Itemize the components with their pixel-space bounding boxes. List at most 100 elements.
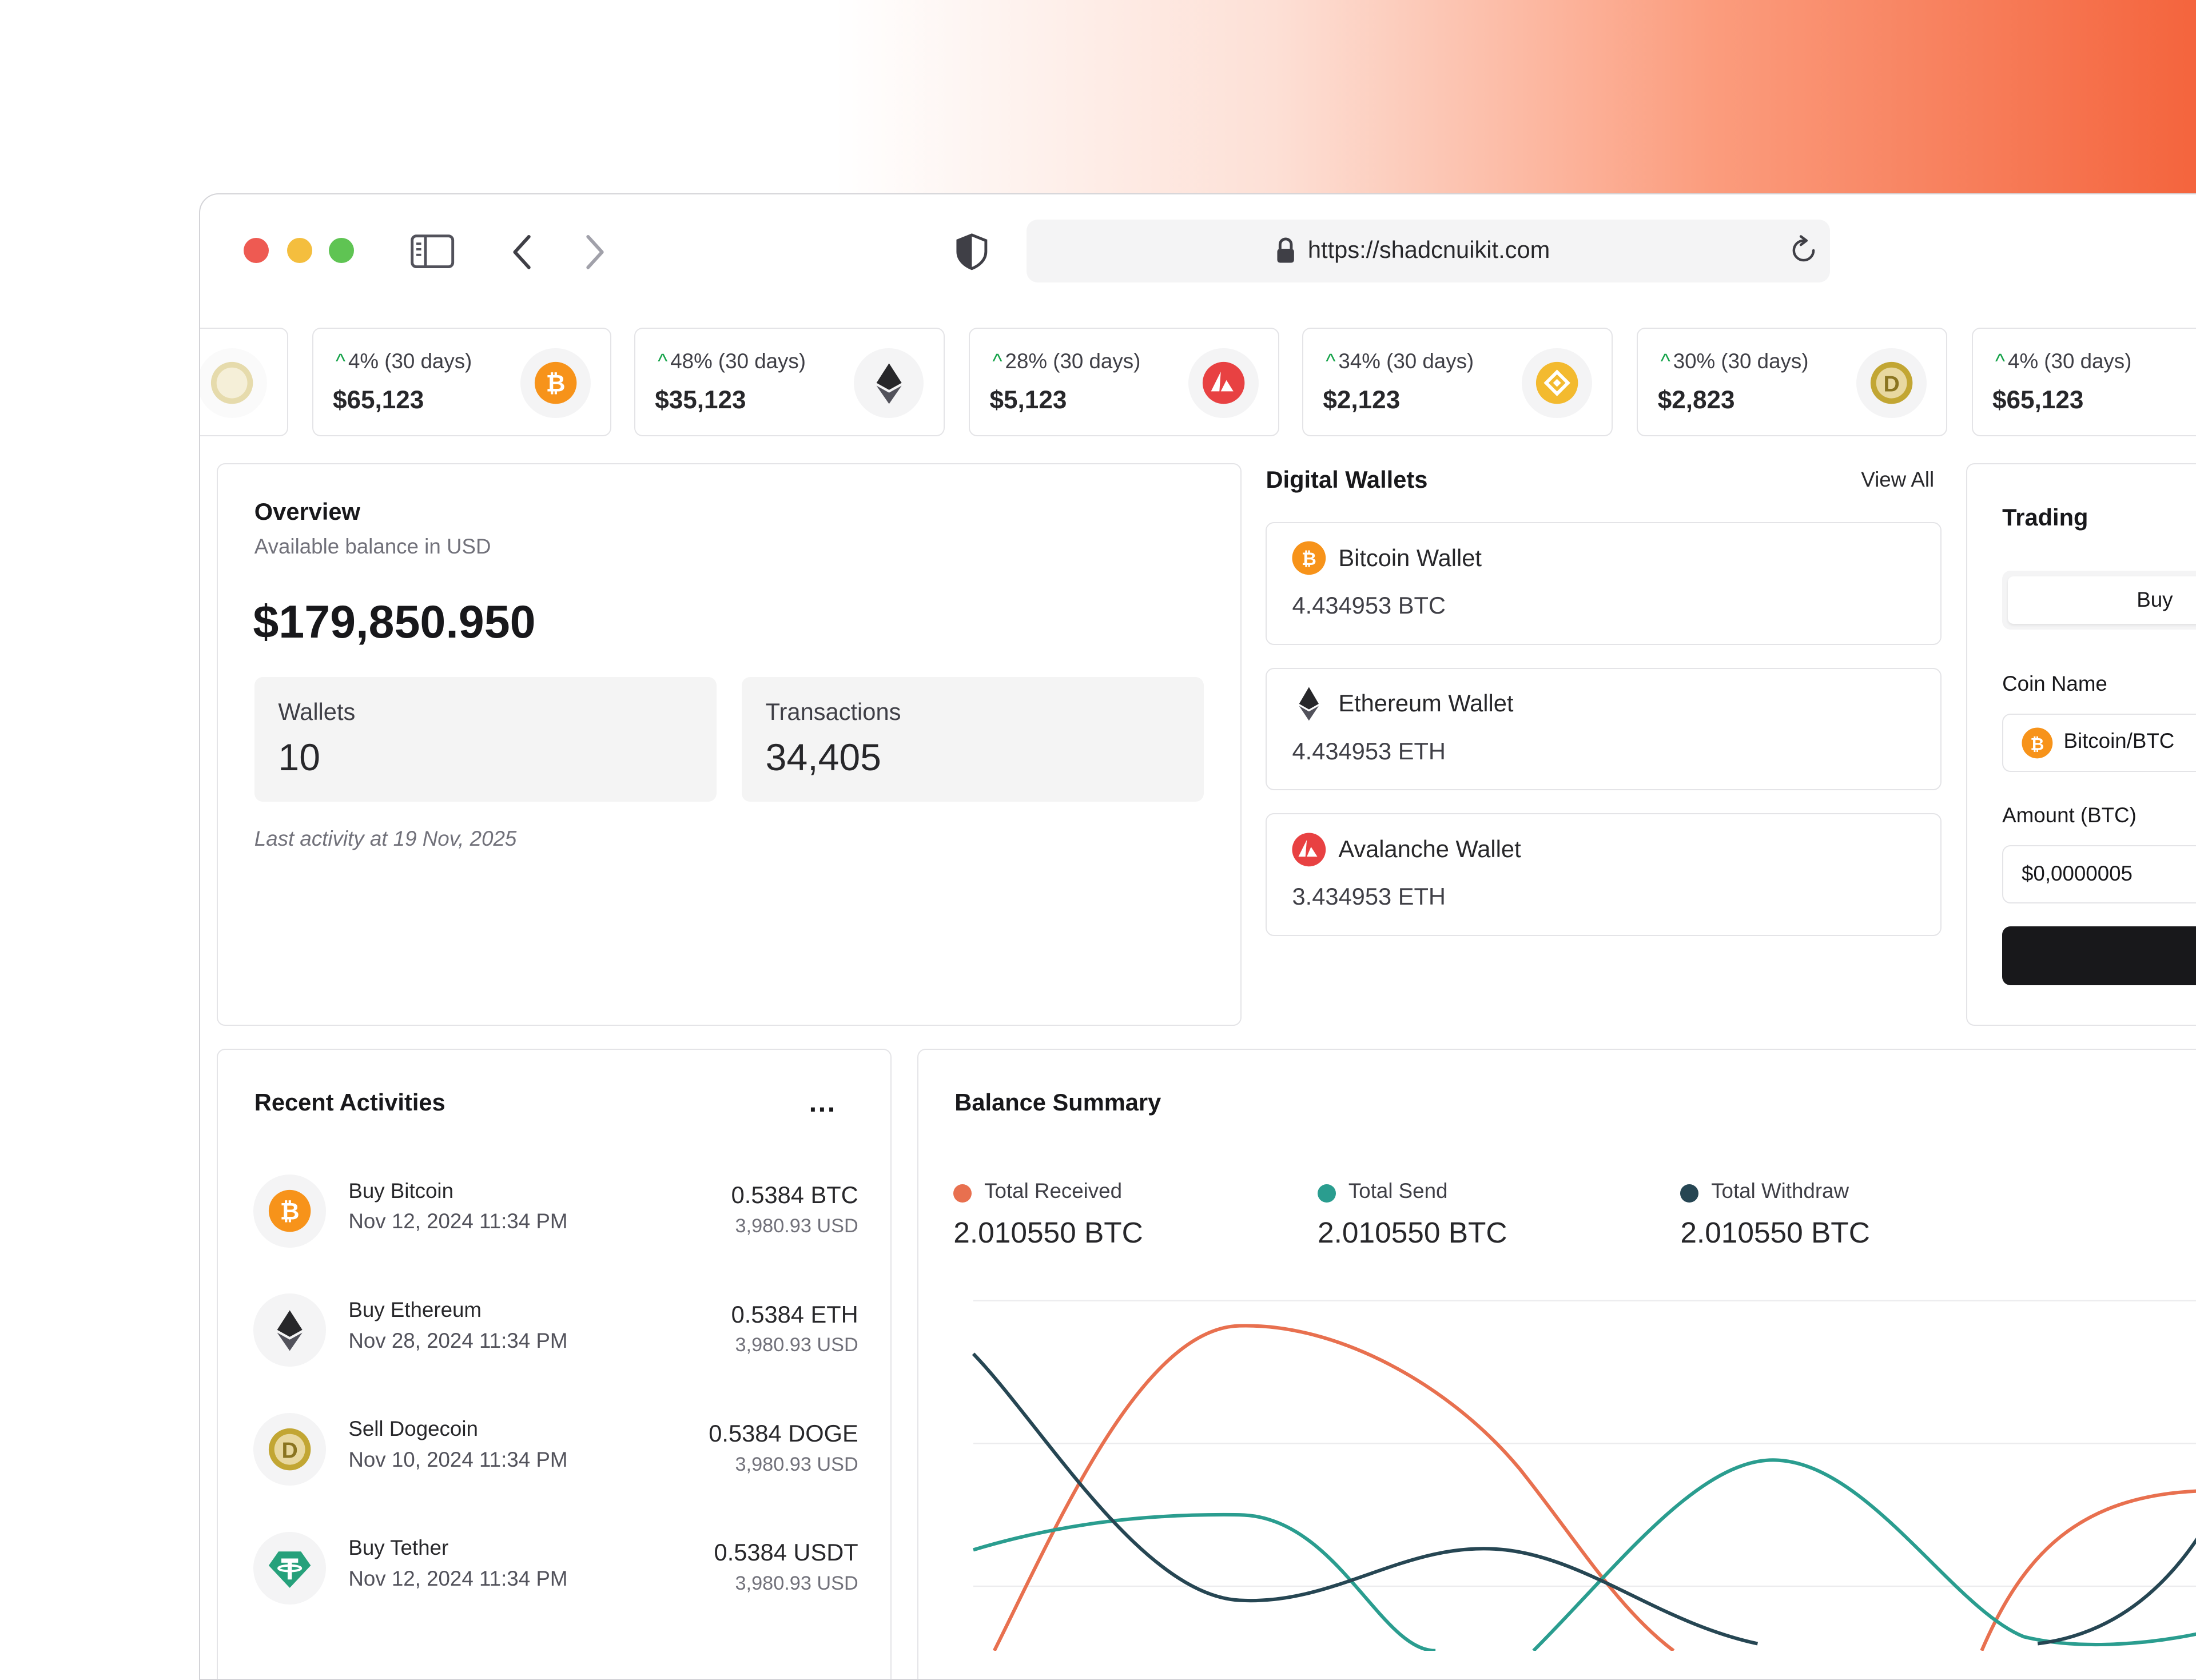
more-options-button[interactable]: ...: [809, 1086, 837, 1118]
tab-buy[interactable]: Buy: [2007, 576, 2196, 624]
activity-row[interactable]: Buy Tether Nov 12, 2024 11:34 PM 0.5384 …: [253, 1527, 858, 1611]
maximize-window-button[interactable]: [329, 237, 355, 263]
legend-name: Total Withdraw: [1711, 1179, 1849, 1203]
ticker-card-dogecoin[interactable]: ^ 30% (30 days) $2,823 D: [1637, 327, 1948, 436]
activity-amount: 0.5384 DOGE: [709, 1419, 858, 1447]
tab-buy-label: Buy: [2137, 587, 2173, 611]
close-window-button[interactable]: [243, 237, 269, 263]
bnb-icon: [1535, 362, 1578, 404]
amount-value: $0,0000005: [2021, 862, 2133, 886]
ticker-change: ^ 4% (30 days): [1995, 349, 2132, 373]
coin-icon-container: ₿: [520, 348, 591, 419]
wallet-card-bitcoin[interactable]: ₿ Bitcoin Wallet 4.434953 BTC: [1266, 522, 1942, 645]
ethereum-icon: [277, 1310, 303, 1351]
coin-icon-container: [1188, 348, 1259, 419]
tether-icon: [268, 1551, 311, 1588]
ticker-card-ethereum[interactable]: ^ 48% (30 days) $35,123: [634, 327, 945, 436]
legend-dot: [953, 1184, 972, 1203]
ticker-change: ^ 34% (30 days): [1326, 349, 1474, 373]
url-text: https://shadcnuikit.com: [1307, 236, 1550, 264]
ticker-change: ^ 28% (30 days): [992, 349, 1141, 373]
activity-icon-container: ₿: [253, 1175, 327, 1248]
back-chevron-icon[interactable]: [511, 234, 536, 270]
wallet-card-avalanche[interactable]: Avalanche Wallet 3.434953 ETH: [1266, 813, 1942, 937]
ticker-card-partial[interactable]: [200, 327, 288, 436]
series-line-total-received: [992, 1324, 2196, 1651]
activity-title: Sell Dogecoin: [348, 1416, 478, 1440]
ticker-card-bitcoin[interactable]: ^ 4% (30 days) $65,123 ₿: [312, 327, 611, 436]
view-all-link[interactable]: View All: [1861, 467, 1935, 491]
recent-activities-card: Recent Activities ...: [217, 1048, 892, 1679]
coin-icon-container: [1522, 348, 1592, 419]
ethereum-icon: [876, 363, 902, 404]
activity-row[interactable]: D Sell Dogecoin Nov 10, 2024 11:34 PM 0.…: [253, 1408, 858, 1492]
activity-row[interactable]: Buy Ethereum Nov 28, 2024 11:34 PM 0.538…: [253, 1289, 858, 1374]
svg-text:D: D: [1884, 372, 1900, 397]
minimize-window-button[interactable]: [287, 237, 312, 263]
activity-icon-container: [253, 1531, 327, 1605]
ticker-card-avalanche[interactable]: ^ 28% (30 days) $5,123: [969, 327, 1280, 436]
bitcoin-icon: ₿: [2021, 727, 2052, 758]
wallet-amount: 3.434953 ETH: [1292, 883, 1446, 910]
shield-icon[interactable]: [955, 232, 989, 272]
trading-title: Trading: [2002, 503, 2088, 531]
activity-usd: 3,980.93 USD: [735, 1215, 858, 1237]
coin-name-select[interactable]: ₿ Bitcoin/BTC: [2002, 714, 2196, 773]
amount-input[interactable]: $0,0000005: [2002, 845, 2196, 904]
balance-summary-chart: [972, 1300, 2196, 1651]
activity-row[interactable]: ₿ Buy Bitcoin Nov 12, 2024 11:34 PM 0.53…: [253, 1171, 858, 1255]
activity-date: Nov 10, 2024 11:34 PM: [348, 1447, 568, 1471]
overview-subtitle: Available balance in USD: [254, 534, 491, 558]
series-line-total-send: [972, 1458, 2196, 1651]
ticker-card-bnb[interactable]: ^ 34% (30 days) $2,123: [1302, 327, 1613, 436]
wallet-name: Bitcoin Wallet: [1338, 544, 1482, 571]
balance-summary-title: Balance Summary: [954, 1089, 1161, 1116]
ethereum-icon: [1299, 687, 1319, 721]
forward-chevron-icon[interactable]: [581, 234, 606, 270]
ticker-price: $2,123: [1323, 386, 1401, 414]
wallet-card-ethereum[interactable]: Ethereum Wallet 4.434953 ETH: [1266, 667, 1942, 791]
last-activity-text: Last activity at 19 Nov, 2025: [254, 827, 517, 851]
bitcoin-icon: ₿: [268, 1190, 311, 1232]
activity-date: Nov 28, 2024 11:34 PM: [348, 1328, 568, 1352]
activity-amount: 0.5384 ETH: [731, 1300, 858, 1328]
digital-wallets-title: Digital Wallets: [1266, 466, 1428, 493]
activity-title: Buy Ethereum: [348, 1297, 482, 1321]
recent-activities-title: Recent Activities: [254, 1089, 445, 1116]
svg-text:₿: ₿: [280, 1198, 299, 1225]
legend-value: 2.010550 BTC: [1318, 1216, 1507, 1249]
dogecoin-icon: D: [1870, 362, 1913, 404]
reload-icon[interactable]: [1788, 235, 1819, 266]
activity-title: Buy Bitcoin: [348, 1179, 454, 1203]
transactions-label: Transactions: [765, 698, 901, 726]
wallets-value: 10: [278, 737, 320, 779]
trading-tabs: Buy: [2002, 571, 2196, 630]
wallets-label: Wallets: [278, 698, 356, 726]
trade-submit-button[interactable]: [2002, 926, 2196, 986]
activity-icon-container: [253, 1293, 327, 1367]
ticker-price: $2,823: [1657, 386, 1735, 414]
legend-dot: [1318, 1184, 1336, 1203]
overview-card: Overview Available balance in USD $179,8…: [217, 463, 1242, 1026]
ticker-price: $65,123: [1992, 386, 2084, 414]
ticker-price: $5,123: [989, 386, 1067, 414]
wallet-amount: 4.434953 BTC: [1292, 592, 1446, 619]
coin-icon-container: [853, 348, 924, 419]
wallet-name: Ethereum Wallet: [1338, 690, 1514, 717]
address-bar[interactable]: https://shadcnuikit.com: [1026, 220, 1831, 283]
ticker-price: $35,123: [655, 386, 746, 414]
overview-title: Overview: [254, 497, 360, 525]
activity-amount: 0.5384 BTC: [731, 1181, 858, 1209]
avalanche-icon: [1292, 833, 1326, 867]
activity-amount: 0.5384 USDT: [714, 1538, 858, 1566]
legend-value: 2.010550 BTC: [1680, 1216, 1870, 1249]
ticker-card-bitcoin-2[interactable]: ^ 4% (30 days) $65,123: [1971, 327, 2196, 436]
sidebar-toggle-icon[interactable]: [410, 234, 455, 270]
coin-name-label: Coin Name: [2002, 671, 2107, 695]
legend-value: 2.010550 BTC: [953, 1216, 1143, 1249]
svg-text:₿: ₿: [2030, 735, 2044, 754]
available-balance: $179,850.950: [253, 596, 536, 648]
activity-date: Nov 12, 2024 11:34 PM: [348, 1566, 568, 1590]
dogecoin-icon: [211, 362, 253, 404]
avalanche-icon: [1202, 362, 1245, 404]
